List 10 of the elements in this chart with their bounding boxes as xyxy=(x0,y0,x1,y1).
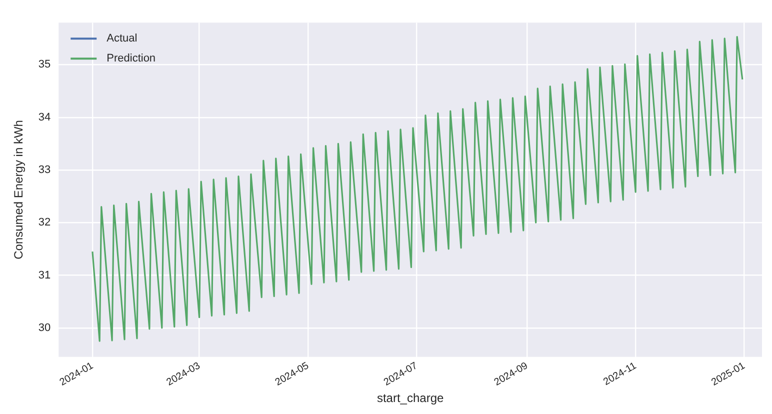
y-tick-label: 34 xyxy=(38,111,51,124)
legend-label: Prediction xyxy=(106,52,156,65)
y-axis-title: Consumed Energy in kWh xyxy=(12,120,26,260)
y-tick-label: 33 xyxy=(38,164,51,176)
legend-label: Actual xyxy=(106,32,138,45)
y-tick-label: 35 xyxy=(38,58,51,71)
y-tick-label: 32 xyxy=(38,216,51,229)
y-tick-label: 30 xyxy=(38,322,51,334)
y-tick-label: 31 xyxy=(38,269,51,282)
x-axis-title: start_charge xyxy=(376,391,444,406)
